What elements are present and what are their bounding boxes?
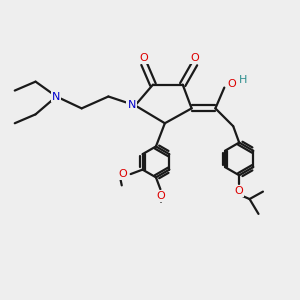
Text: N: N [52, 92, 61, 101]
Text: O: O [190, 53, 199, 64]
Text: O: O [157, 191, 165, 201]
Text: N: N [128, 100, 136, 110]
Text: O: O [140, 53, 148, 64]
Text: O: O [227, 79, 236, 89]
Text: O: O [235, 186, 244, 196]
Text: O: O [119, 169, 128, 179]
Text: H: H [239, 75, 248, 85]
